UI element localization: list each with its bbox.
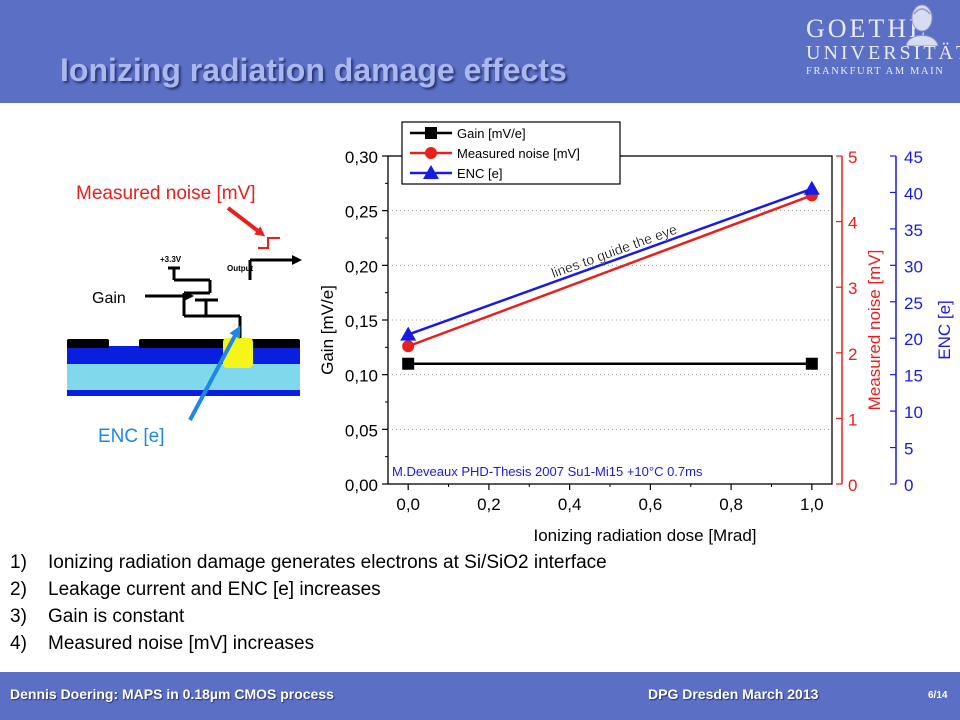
enc-axis-tick-label: 30 xyxy=(904,257,923,276)
enc-axis-tick-label: 25 xyxy=(904,294,923,313)
bullet-item: 2) Leakage current and ENC [e] increases xyxy=(10,579,381,600)
enc-axis-tick-label: 10 xyxy=(904,403,923,422)
bullet-item: 3) Gain is constant xyxy=(10,606,185,627)
header-bar xyxy=(0,0,960,103)
chart-figure: Measured noise [mV] Gain ENC [e] +3.3V O… xyxy=(67,121,954,545)
enc-arrow xyxy=(188,325,241,421)
schematic-output-label: Output xyxy=(227,264,254,273)
enc-data-point xyxy=(400,326,417,341)
footer-page-number: 6/14 xyxy=(928,690,948,701)
enc-axis-title: ENC [e] xyxy=(935,300,954,360)
page-title: Ionizing radiation damage effects xyxy=(60,52,567,88)
noise-axis-tick-label: 4 xyxy=(848,214,857,233)
bullet-list: 1) Ionizing radiation damage generates el… xyxy=(10,549,607,657)
goethe-bust-icon xyxy=(905,4,939,46)
enc-axis-tick-label: 0 xyxy=(904,476,913,495)
legend-swatch-marker xyxy=(423,165,439,179)
legend-swatch-marker xyxy=(425,127,437,139)
enc-axis-tick-label: 40 xyxy=(904,184,923,203)
chart-legend: Gain [mV/e] Measured noise [mV] ENC [e] xyxy=(401,121,621,185)
noise-arrow xyxy=(226,206,266,237)
logo-line1: GOETHE xyxy=(806,14,928,43)
gain-axis-tick-label: 0,10 xyxy=(345,367,378,386)
gain-axis-tick-label: 0,05 xyxy=(345,421,378,440)
schematic-vdd-label: +3.3V xyxy=(160,255,182,264)
gain-axis-tick-label: 0,15 xyxy=(345,312,378,331)
x-axis-tick-label: 0,4 xyxy=(558,495,582,514)
gain-axis-title: Gain [mV/e] xyxy=(318,285,337,375)
noise-axis-tick-label: 0 xyxy=(848,476,857,495)
output-pulse-icon xyxy=(258,237,280,249)
enc-data-point xyxy=(803,180,820,195)
noise-axis-tick-label: 2 xyxy=(848,345,857,364)
noise-series-line xyxy=(407,194,813,348)
footer-event: DPG Dresden March 2013 xyxy=(648,686,819,702)
x-axis-tick-label: 0,0 xyxy=(396,495,420,514)
epi-layer xyxy=(67,364,300,390)
oxide-right xyxy=(139,339,300,348)
logo-line3: FRANKFURT AM MAIN xyxy=(806,66,945,77)
gain-data-point xyxy=(402,357,415,370)
x-axis-tick-label: 0,8 xyxy=(719,495,743,514)
pixel-schematic: Measured noise [mV] Gain ENC [e] +3.3V O… xyxy=(67,183,302,447)
footer-bar xyxy=(0,672,960,720)
gain-axis-tick-label: 0,25 xyxy=(345,203,378,222)
enc-axis-tick-label: 45 xyxy=(904,148,923,167)
x-axis-tick-label: 0,6 xyxy=(639,495,663,514)
gain-axis-tick-label: 0,00 xyxy=(345,476,378,495)
schematic-noise-label: Measured noise [mV] xyxy=(76,183,256,204)
x-axis-title: Ionizing radiation dose [Mrad] xyxy=(533,526,756,545)
legend-entry-label: ENC [e] xyxy=(457,166,503,181)
enc-axis-tick-label: 20 xyxy=(904,330,923,349)
noise-axis-tick-label: 3 xyxy=(848,279,857,298)
bullet-item: 1) Ionizing radiation damage generates el… xyxy=(10,552,607,573)
schematic-gain-label: Gain xyxy=(92,290,126,307)
x-axis-tick-label: 0,2 xyxy=(477,495,501,514)
legend-swatch-marker xyxy=(425,147,437,159)
enc-series-line xyxy=(407,187,813,336)
logo-line2: UNIVERSITÄT xyxy=(806,42,960,64)
footer-author: Dennis Doering: MAPS in 0.18µm CMOS proc… xyxy=(10,686,334,702)
gain-axis-tick-label: 0,30 xyxy=(345,148,378,167)
noise-axis-tick-label: 1 xyxy=(848,410,857,429)
schematic-enc-label: ENC [e] xyxy=(98,426,165,447)
legend-entry-label: Gain [mV/e] xyxy=(457,126,526,141)
x-axis-tick-label: 1,0 xyxy=(800,495,824,514)
gain-axis-tick-label: 0,20 xyxy=(345,257,378,276)
noise-axis-tick-label: 5 xyxy=(848,148,857,167)
chart-note: M.Deveaux PHD-Thesis 2007 Su1-Mi15 +10°C… xyxy=(392,464,703,479)
bullet-item: 4) Measured noise [mV] increases xyxy=(10,633,315,654)
noise-axis-title: Measured noise [mV] xyxy=(865,250,884,411)
enc-axis-tick-label: 35 xyxy=(904,221,923,240)
chart-annotation: lines to guide the eye xyxy=(549,221,679,281)
gain-data-point xyxy=(805,357,818,370)
legend-entry-label: Measured noise [mV] xyxy=(457,146,580,161)
enc-axis-tick-label: 5 xyxy=(904,440,913,459)
noise-data-point xyxy=(402,340,415,353)
enc-axis-tick-label: 15 xyxy=(904,367,923,386)
oxide-left xyxy=(67,339,109,348)
